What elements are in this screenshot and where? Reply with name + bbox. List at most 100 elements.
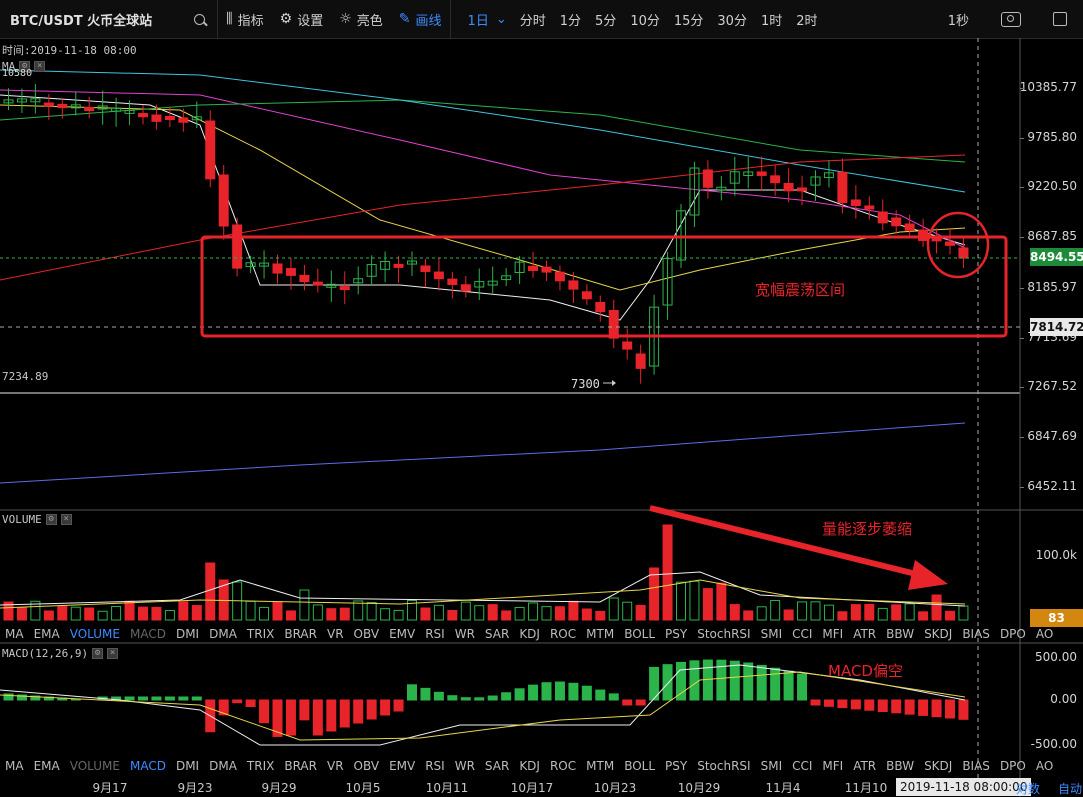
indicator-tab-smi[interactable]: SMI	[760, 627, 783, 641]
indicator-tab-rsi[interactable]: RSI	[425, 627, 445, 641]
indicator-tab-dpo[interactable]: DPO	[999, 759, 1026, 773]
indicator-tab-roc[interactable]: ROC	[549, 759, 577, 773]
time-axis-label: 10月29	[677, 781, 721, 795]
interval-5[interactable]: 15分	[673, 13, 704, 29]
candle-body	[501, 275, 512, 281]
indicator-tab-brar[interactable]: BRAR	[284, 759, 317, 773]
indicator-tab-boll[interactable]: BOLL	[624, 627, 656, 641]
indicator-tab-wr[interactable]: WR	[454, 627, 475, 641]
candle-body	[729, 171, 740, 184]
interval-8[interactable]: 2时	[796, 13, 818, 29]
indicator-tab-ema[interactable]: EMA	[33, 759, 60, 773]
volume-bar	[783, 609, 794, 621]
settings-icon[interactable]: ⚙	[45, 514, 57, 525]
close-icon[interactable]: ×	[34, 61, 46, 72]
indicator-tab-vr[interactable]: VR	[326, 759, 344, 773]
indicator-tab-cci[interactable]: CCI	[792, 627, 813, 641]
gear-icon: ⚙	[279, 11, 293, 27]
settings-button[interactable]: ⚙ 设置	[272, 0, 332, 38]
indicator-tab-ma[interactable]: MA	[5, 627, 24, 641]
indicator-tab-ao[interactable]: AO	[1035, 627, 1054, 641]
screenshot-button[interactable]	[985, 0, 1037, 38]
indicator-tab-mfi[interactable]: MFI	[822, 759, 844, 773]
indicator-tab-mfi[interactable]: MFI	[822, 627, 844, 641]
indicator-tab-stochrsi[interactable]: StochRSI	[697, 759, 751, 773]
indicator-tab-bias[interactable]: BIAS	[962, 759, 990, 773]
indicator-tab-dmi[interactable]: DMI	[175, 627, 200, 641]
indicator-tab-ma[interactable]: MA	[5, 759, 24, 773]
fullscreen-button[interactable]	[1037, 0, 1083, 38]
volume-bar	[57, 605, 68, 621]
indicator-tab-dma[interactable]: DMA	[209, 627, 237, 641]
interval-6[interactable]: 30分	[717, 13, 747, 29]
range-box[interactable]	[200, 235, 1008, 338]
indicator-tab-stochrsi[interactable]: StochRSI	[697, 627, 751, 641]
indicator-tab-vr[interactable]: VR	[326, 627, 344, 641]
indicator-tab-bbw[interactable]: BBW	[886, 627, 915, 641]
auto-scale-toggle[interactable]: 自动	[1058, 782, 1083, 796]
indicator-tab-sar[interactable]: SAR	[484, 759, 510, 773]
indicator-tab-psy[interactable]: PSY	[665, 627, 688, 641]
indicator-tab-kdj[interactable]: KDJ	[519, 627, 540, 641]
interval-3[interactable]: 5分	[595, 13, 617, 29]
indicator-tab-volume[interactable]: VOLUME	[69, 759, 120, 773]
interval-1s[interactable]: 1秒	[947, 13, 969, 29]
log-scale-toggle[interactable]: 对数	[1016, 782, 1041, 796]
chevron-down-icon[interactable]: ⌄	[495, 11, 507, 27]
indicator-tab-dmi[interactable]: DMI	[175, 759, 200, 773]
volume-trend-arrow[interactable]	[649, 505, 948, 590]
interval-4[interactable]: 10分	[630, 13, 660, 29]
theme-button[interactable]: ☼ 亮色	[331, 0, 391, 38]
indicator-tab-boll[interactable]: BOLL	[624, 759, 656, 773]
interval-1[interactable]: 分时	[519, 13, 546, 29]
indicator-tab-mtm[interactable]: MTM	[586, 759, 615, 773]
symbol-title[interactable]: BTC/USDT 火币全球站	[10, 13, 153, 29]
indicator-tab-trix[interactable]: TRIX	[246, 627, 275, 641]
indicator-tab-psy[interactable]: PSY	[665, 759, 688, 773]
indicator-tab-dpo[interactable]: DPO	[999, 627, 1026, 641]
indicator-tab-rsi[interactable]: RSI	[425, 759, 445, 773]
indicator-tab-sar[interactable]: SAR	[484, 627, 510, 641]
indicator-tab-cci[interactable]: CCI	[792, 759, 813, 773]
indicators-button[interactable]: ⫼ 指标	[218, 0, 271, 38]
settings-icon[interactable]: ⚙	[19, 61, 31, 72]
candle-body	[864, 205, 875, 210]
indicator-tab-atr[interactable]: ATR	[853, 759, 877, 773]
draw-button[interactable]: ✎ 画线	[391, 0, 450, 38]
indicator-tab-ao[interactable]: AO	[1035, 759, 1054, 773]
candle-body	[581, 291, 592, 300]
indicator-tab-mtm[interactable]: MTM	[586, 627, 615, 641]
indicator-tab-macd[interactable]: MACD	[129, 759, 166, 773]
indicator-tab-skdj[interactable]: SKDJ	[924, 627, 953, 641]
indicator-tab-atr[interactable]: ATR	[853, 627, 877, 641]
close-icon[interactable]: ×	[60, 514, 72, 525]
indicator-tab-smi[interactable]: SMI	[760, 759, 783, 773]
indicator-tab-obv[interactable]: OBV	[353, 759, 380, 773]
indicator-tab-brar[interactable]: BRAR	[284, 627, 317, 641]
interval-7[interactable]: 1时	[760, 13, 783, 29]
indicator-tab-bbw[interactable]: BBW	[886, 759, 915, 773]
indicator-tab-emv[interactable]: EMV	[389, 759, 416, 773]
search-button[interactable]	[160, 0, 217, 38]
indicator-tab-skdj[interactable]: SKDJ	[924, 759, 953, 773]
indicator-tab-bias[interactable]: BIAS	[962, 627, 990, 641]
indicator-tab-kdj[interactable]: KDJ	[519, 759, 540, 773]
interval-0[interactable]: 1日	[467, 13, 489, 29]
indicator-tab-ema[interactable]: EMA	[33, 627, 60, 641]
indicator-tab-dma[interactable]: DMA	[209, 759, 237, 773]
indicator-tab-roc[interactable]: ROC	[549, 627, 577, 641]
indicator-tab-volume[interactable]: VOLUME	[69, 627, 120, 641]
indicator-tab-emv[interactable]: EMV	[389, 627, 416, 641]
highlight-circle[interactable]	[926, 211, 990, 279]
candle-body	[84, 107, 95, 111]
volume-bar	[84, 607, 95, 621]
settings-icon[interactable]: ⚙	[92, 648, 104, 659]
indicator-tab-wr[interactable]: WR	[454, 759, 475, 773]
interval-2[interactable]: 1分	[559, 13, 582, 29]
close-icon[interactable]: ×	[107, 648, 119, 659]
candle-body	[756, 171, 767, 176]
indicator-tab-obv[interactable]: OBV	[353, 627, 380, 641]
indicator-tab-macd[interactable]: MACD	[129, 627, 166, 641]
indicator-tab-trix[interactable]: TRIX	[246, 759, 275, 773]
